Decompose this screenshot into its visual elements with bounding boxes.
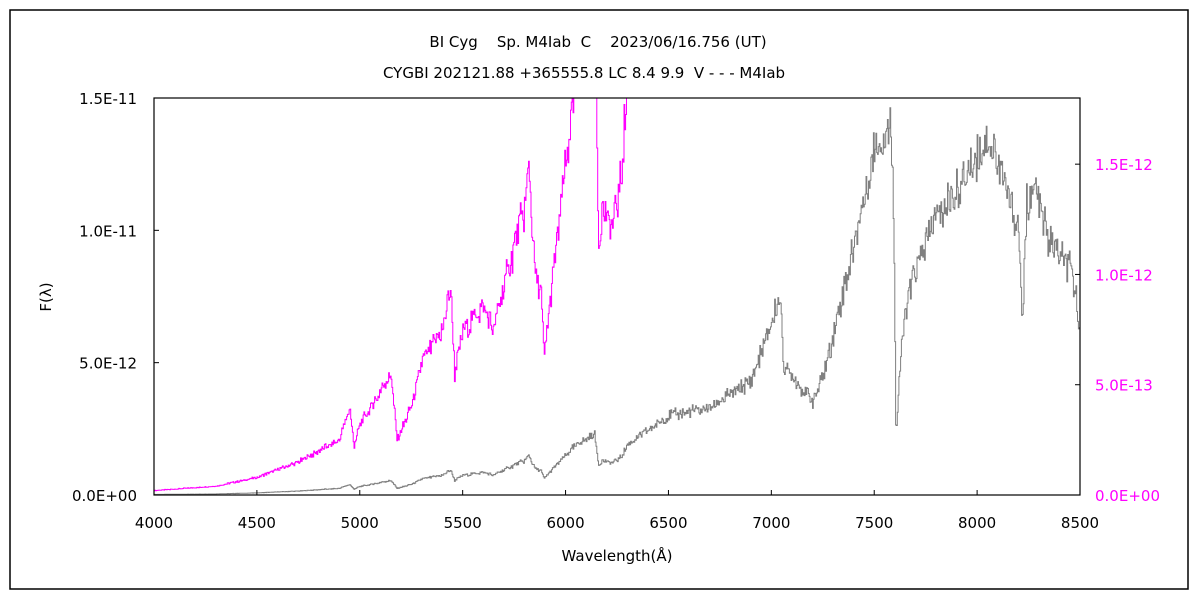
y-left-tick-label: 1.0E-11 (79, 222, 137, 240)
chart-border (9, 9, 1189, 590)
y-right-tick-label: 5.0E-13 (1095, 377, 1153, 395)
y-right-tick-label: 1.0E-12 (1095, 266, 1153, 284)
x-tick-label: 8000 (958, 514, 996, 532)
y-axis-label: F(λ) (37, 282, 55, 311)
y-left-tick-label: 0.0E+00 (72, 487, 137, 505)
plot-area (153, 97, 1081, 496)
x-tick-label: 7000 (752, 514, 790, 532)
x-tick-label: 4500 (238, 514, 276, 532)
x-tick-label: 6000 (546, 514, 584, 532)
x-axis-label: Wavelength(Å) (562, 546, 673, 565)
x-tick-label: 7500 (855, 514, 893, 532)
x-tick-label: 8500 (1061, 514, 1099, 532)
series-line-right (154, 98, 627, 492)
chart-subtitle: CYGBI 202121.88 +365555.8 LC 8.4 9.9 V -… (383, 64, 785, 82)
x-tick-label: 5500 (444, 514, 482, 532)
y-right-tick-label: 1.5E-12 (1095, 156, 1153, 174)
x-tick-label: 5000 (341, 514, 379, 532)
y-left-tick-label: 1.5E-11 (79, 90, 137, 108)
series-line-left (154, 107, 1080, 495)
chart-title: BI Cyg Sp. M4Iab C 2023/06/16.756 (UT) (429, 33, 766, 51)
x-tick-label: 4000 (135, 514, 173, 532)
y-left-tick-label: 5.0E-12 (79, 355, 137, 373)
x-tick-label: 6500 (649, 514, 687, 532)
y-right-tick-label: 0.0E+00 (1095, 487, 1160, 505)
